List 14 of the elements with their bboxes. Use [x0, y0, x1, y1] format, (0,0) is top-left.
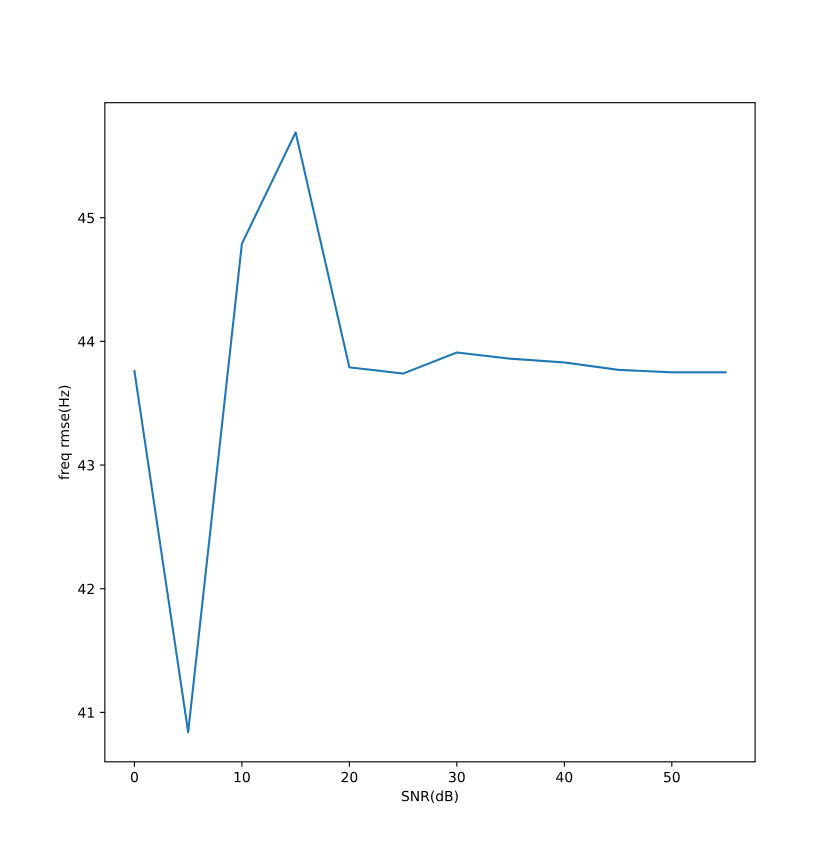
x-tick-label: 50	[664, 772, 680, 782]
x-tick-label: 40	[556, 772, 572, 782]
y-tick-label: 41	[78, 708, 94, 718]
y-tick-label: 45	[78, 212, 94, 224]
y-tick-label: 44	[78, 336, 94, 347]
y-tick-label: 42	[78, 584, 94, 594]
y-axis-title: freq rmse(Hz)	[58, 386, 72, 480]
y-tick-label: 43	[78, 460, 94, 471]
line-series	[133, 131, 727, 734]
x-tick-label: 10	[234, 772, 250, 782]
x-tick-label: 30	[449, 772, 465, 782]
x-axis-title: SNR(dB)	[402, 790, 458, 803]
x-tick-label: 20	[342, 772, 358, 782]
x-tick-label: 0	[130, 772, 138, 782]
